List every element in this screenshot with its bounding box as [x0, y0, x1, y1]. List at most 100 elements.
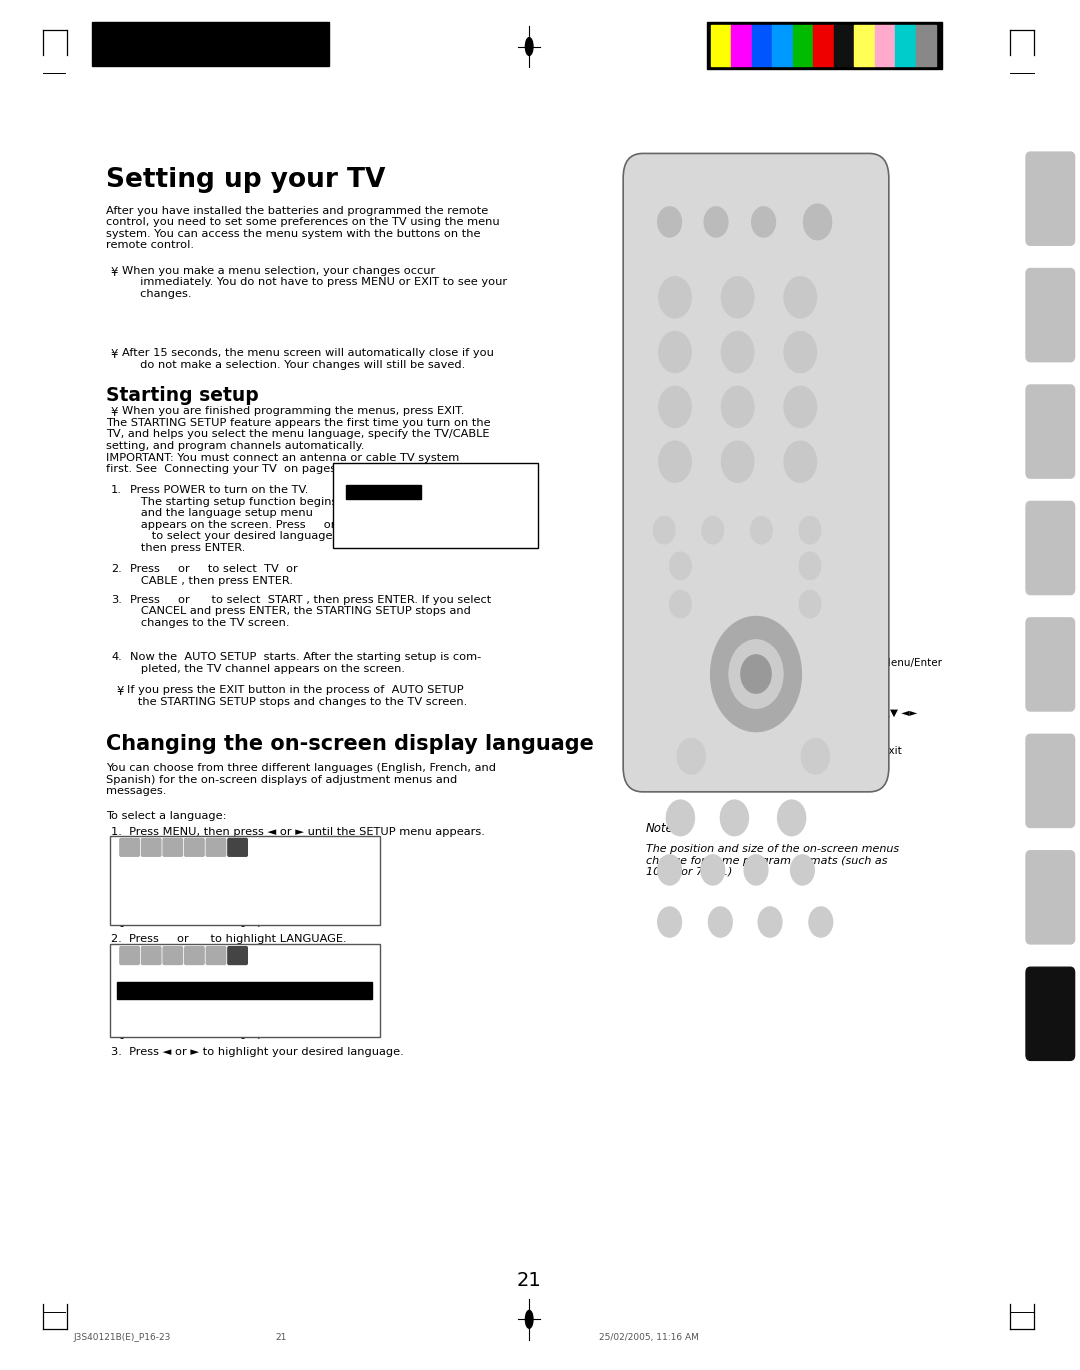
Text: When you are finished programming the menus, press EXIT.: When you are finished programming the me…: [122, 406, 464, 415]
FancyBboxPatch shape: [1026, 152, 1075, 245]
Text: MUTE: MUTE: [756, 193, 771, 199]
Text: POWER: POWER: [845, 211, 883, 222]
Circle shape: [791, 855, 814, 885]
FancyBboxPatch shape: [185, 838, 204, 856]
Text: LANGUAGE    ENGLISH/FRANC./ESPAÑOL: LANGUAGE ENGLISH/FRANC./ESPAÑOL: [119, 985, 259, 993]
Text: Changing the on-screen display language: Changing the on-screen display language: [106, 734, 594, 755]
Circle shape: [659, 386, 691, 427]
Text: ENGLISH: ENGLISH: [419, 488, 451, 493]
Text: ENTER: ENTER: [747, 677, 765, 682]
Text: 21: 21: [275, 1333, 287, 1343]
Text: LANGUAGE / LANGUE / IDIOMA: LANGUAGE / LANGUE / IDIOMA: [379, 469, 491, 474]
FancyBboxPatch shape: [1026, 501, 1075, 595]
FancyBboxPatch shape: [141, 838, 161, 856]
Text: 6: 6: [798, 348, 802, 356]
Text: Menu/Enter: Menu/Enter: [882, 658, 943, 669]
Text: 3: 3: [798, 293, 802, 301]
Text: 0: 0: [735, 458, 740, 466]
Circle shape: [670, 552, 691, 580]
Text: RECALL: RECALL: [706, 193, 726, 199]
Text: SETUP: SETUP: [119, 966, 147, 975]
Text: ● SELECT: ● SELECT: [119, 1033, 153, 1038]
Circle shape: [720, 800, 748, 836]
Text: CLOCK SET: CLOCK SET: [119, 888, 157, 893]
Bar: [752, 25, 772, 66]
Circle shape: [670, 590, 691, 618]
Text: II: II: [678, 815, 683, 821]
Circle shape: [701, 855, 725, 885]
Text: J3S40121B(E)_P16-23: J3S40121B(E)_P16-23: [73, 1333, 171, 1343]
Text: The STARTING SETUP feature appears the first time you turn on the
TV, and helps : The STARTING SETUP feature appears the f…: [106, 418, 490, 474]
Bar: [92, 22, 329, 66]
Circle shape: [677, 738, 705, 774]
Bar: [110, 836, 380, 925]
Bar: [854, 25, 875, 66]
Circle shape: [744, 855, 768, 885]
Text: ● SELECT: ● SELECT: [119, 921, 153, 926]
Bar: [110, 944, 380, 1037]
Circle shape: [659, 332, 691, 373]
Text: CLEAR: CLEAR: [762, 919, 778, 925]
Text: ADD / ERASE: ADD / ERASE: [119, 915, 163, 921]
FancyBboxPatch shape: [228, 838, 247, 856]
Text: ADD: ADD: [251, 1032, 266, 1037]
Circle shape: [758, 907, 782, 937]
Text: 1.  Press MENU, then press ◄ or ► until the SETUP menu appears.: 1. Press MENU, then press ◄ or ► until t…: [111, 827, 485, 837]
Text: Press POWER to turn on the TV.
   The starting setup function begins
   and the : Press POWER to turn on the TV. The start…: [130, 485, 337, 553]
Text: 3.  Press ◄ or ► to highlight your desired language.: 3. Press ◄ or ► to highlight your desire…: [111, 1047, 404, 1056]
Text: ENGLISH: ENGLISH: [251, 874, 281, 880]
Circle shape: [751, 516, 772, 544]
Circle shape: [666, 800, 694, 836]
Text: ¥: ¥: [117, 685, 124, 697]
Circle shape: [806, 207, 829, 237]
Text: Press     or     to select  TV  or
   CABLE , then press ENTER.: Press or to select TV or CABLE , then pr…: [130, 564, 297, 586]
FancyBboxPatch shape: [1026, 967, 1075, 1060]
Text: 9: 9: [798, 403, 802, 411]
Text: 1.: 1.: [111, 485, 122, 495]
Text: ◄◄: ◄◄: [708, 867, 717, 873]
Text: TV/VCR: TV/VCR: [812, 919, 829, 925]
Text: 1: 1: [673, 293, 677, 301]
Text: 12:00AM: 12:00AM: [251, 888, 282, 893]
Text: Press     or      to select  START , then press ENTER. If you select
   CANCEL a: Press or to select START , then press EN…: [130, 595, 490, 627]
Bar: [916, 25, 936, 66]
Text: To select a language:: To select a language:: [106, 811, 227, 821]
Circle shape: [721, 386, 754, 427]
Text: 2.: 2.: [111, 564, 122, 574]
Text: You can choose from three different languages (English, French, and
Spanish) for: You can choose from three different lang…: [106, 763, 496, 796]
Text: EXIT: EXIT: [809, 754, 822, 759]
Text: REC: REC: [715, 919, 726, 925]
Bar: [772, 25, 793, 66]
Bar: [711, 25, 731, 66]
Circle shape: [653, 516, 675, 544]
Text: CABLE: CABLE: [251, 901, 273, 907]
Text: Setting up your TV: Setting up your TV: [106, 167, 386, 193]
Circle shape: [784, 441, 816, 482]
Circle shape: [711, 616, 801, 732]
Text: ENTER: ENTER: [683, 754, 700, 759]
FancyBboxPatch shape: [185, 947, 204, 964]
Text: ►►: ►►: [798, 867, 807, 873]
Circle shape: [658, 907, 681, 937]
Text: TOP
MENU: TOP MENU: [662, 917, 677, 927]
FancyBboxPatch shape: [120, 947, 139, 964]
FancyBboxPatch shape: [163, 838, 183, 856]
Text: TV PROGRAM: TV PROGRAM: [119, 901, 165, 907]
Text: ● SELECT: ● SELECT: [338, 537, 373, 543]
Bar: [346, 485, 421, 499]
Circle shape: [659, 277, 691, 318]
Text: ● ADJUST: ● ADJUST: [240, 1033, 274, 1038]
Text: CABLE: CABLE: [251, 1018, 273, 1023]
FancyBboxPatch shape: [623, 153, 889, 792]
Text: ▲: ▲: [754, 627, 758, 633]
Text: ►: ►: [732, 815, 737, 821]
Text: 12:00AM: 12:00AM: [251, 1004, 282, 1010]
Circle shape: [659, 441, 691, 482]
Circle shape: [721, 332, 754, 373]
Text: SET  ENTER: SET ENTER: [435, 537, 475, 543]
FancyBboxPatch shape: [120, 838, 139, 856]
Bar: [117, 982, 372, 999]
Text: LANGUAGE: LANGUAGE: [119, 874, 158, 880]
Circle shape: [721, 277, 754, 318]
FancyBboxPatch shape: [1026, 385, 1075, 478]
